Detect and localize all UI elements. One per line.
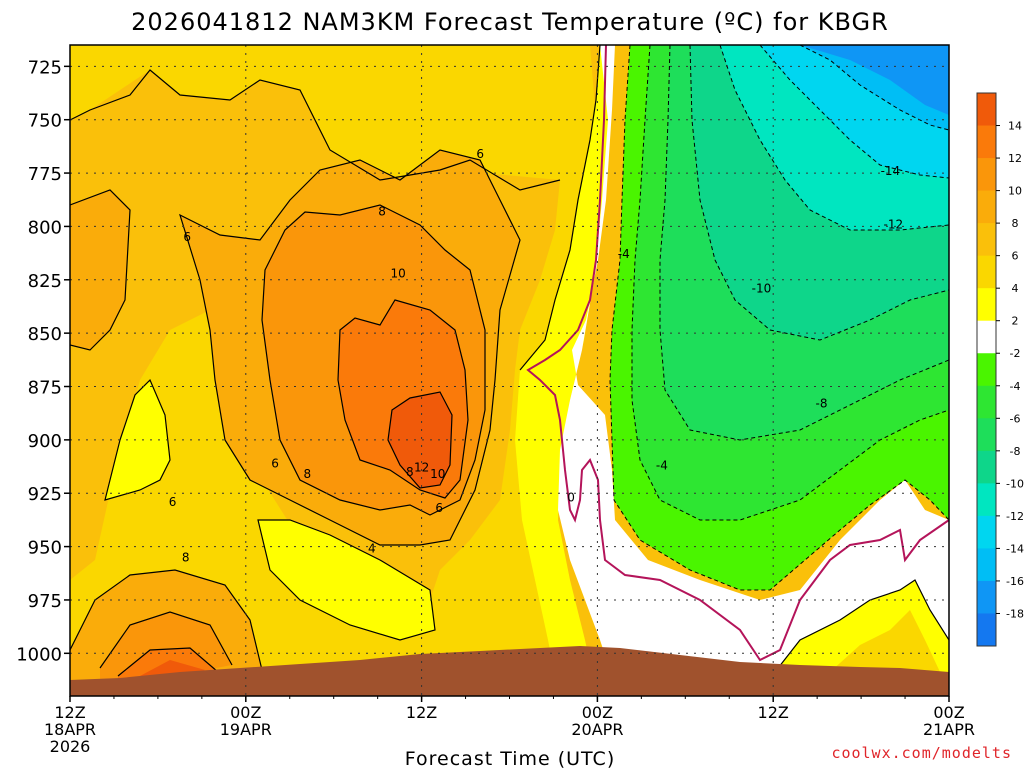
colorbar-swatch: [977, 450, 996, 484]
field-2-4-right: [515, 45, 612, 696]
contour-label: 8: [378, 204, 386, 218]
contour-label: 6: [435, 501, 443, 515]
contour-label: 6: [271, 456, 279, 470]
colorbar-tick-label: -16: [1006, 575, 1024, 588]
contour-label: -8: [816, 397, 828, 411]
colorbar-swatch: [977, 418, 996, 452]
chart-title: 2026041812 NAM3KM Forecast Temperature (…: [131, 8, 889, 36]
x-tick-label: 12Z: [406, 703, 437, 722]
contour-label: 6: [183, 230, 191, 244]
colorbar-swatch: [977, 580, 996, 614]
colorbar-swatch: [977, 255, 996, 289]
zero-isotherm: [526, 45, 949, 662]
colorbar-tick-label: -18: [1006, 607, 1024, 620]
y-tick-label: 900: [28, 431, 62, 452]
x-tick-label: 00Z: [933, 703, 964, 722]
field-6-8-left: [70, 190, 130, 350]
y-tick-label: 825: [28, 271, 62, 292]
negative-contour-lines: [609, 45, 949, 591]
field-neg16-neg18: [800, 45, 949, 115]
x-tick-label: 18APR: [44, 720, 96, 739]
contour-label: 8: [304, 467, 312, 481]
contour-label: -12: [884, 217, 904, 231]
plot-area: [70, 45, 949, 696]
x-axis-label: Forecast Time (UTC): [405, 748, 615, 768]
colorbar-tick-label: -10: [1006, 477, 1024, 490]
contour-label: 12: [414, 461, 429, 475]
y-tick-label: 800: [28, 217, 62, 238]
y-tick-label: 775: [28, 164, 62, 185]
y-tick-label: 850: [28, 324, 62, 345]
colorbar-swatch: [977, 158, 996, 192]
field-2-4-lower: [258, 520, 435, 640]
x-tick-label: 21APR: [923, 720, 975, 739]
colorbar-tick-label: -4: [1010, 380, 1021, 393]
contour-label: 10: [430, 467, 445, 481]
contour-label: 6: [476, 147, 484, 161]
colorbar-tick-label: 4: [1012, 282, 1019, 295]
field-12-14: [388, 392, 452, 488]
terrain: [70, 646, 949, 696]
contour-label: -14: [881, 164, 901, 178]
field-0-2: [558, 45, 949, 696]
y-tick-label: 1000: [16, 644, 62, 665]
colorbar-tick-label: 14: [1008, 120, 1022, 133]
contour-label: 10: [391, 266, 406, 280]
contour-label: 6: [169, 495, 177, 509]
x-tick-label: 00Z: [582, 703, 613, 722]
colorbar-swatch: [977, 93, 996, 127]
x-tick-label: 12Z: [54, 703, 85, 722]
contour-label: -4: [656, 458, 668, 472]
x-tick-label: 20APR: [571, 720, 623, 739]
colorbar-swatch: [977, 483, 996, 517]
field-2-4-left: [105, 380, 170, 500]
colorbar-tick-label: -6: [1010, 412, 1021, 425]
colorbar-tick-label: -2: [1010, 347, 1021, 360]
colorbar-tick-label: -14: [1006, 542, 1024, 555]
x-tick-label: 19APR: [220, 720, 272, 739]
field-4-6-upper: [70, 45, 599, 696]
y-tick-label: 925: [28, 484, 62, 505]
colorbar-swatch: [977, 385, 996, 419]
colorbar-tick-label: -12: [1006, 510, 1024, 523]
contour-label: 8: [406, 465, 414, 479]
contour-label: 4: [368, 542, 376, 556]
colorbar-swatch: [977, 548, 996, 582]
y-tick-label: 975: [28, 591, 62, 612]
colorbar-tick-label: 2: [1012, 315, 1019, 328]
colorbar-swatch: [977, 288, 996, 322]
y-axis: 725 750 775 800 825 850 875 900 925 950 975 1000: [16, 57, 70, 665]
colorbar-swatch: [977, 353, 996, 387]
contour-label: 0: [567, 490, 575, 504]
contour-label: 8: [182, 550, 190, 564]
field-lower-right-4-6: [830, 610, 940, 672]
colorbar: 14 12 10 8 6 4 2 -2 -4 -6 -8 -10 -12 -14 -16 -18: [976, 92, 1024, 647]
colorbar-swatch: [977, 190, 996, 224]
colorbar-tick-label: 8: [1012, 217, 1019, 230]
x-tick-label: 00Z: [230, 703, 261, 722]
colorbar-tick-label: 10: [1008, 185, 1022, 198]
contour-lines: [70, 45, 949, 677]
colorbar-swatch: [977, 223, 996, 257]
colorbar-swatch: [977, 320, 996, 354]
credit-text: coolwx.com/modelts: [831, 744, 1012, 762]
colorbar-frame: [976, 92, 997, 647]
y-tick-label: 750: [28, 111, 62, 132]
colorbar-swatch: [977, 613, 996, 647]
contour-label: -4: [618, 247, 630, 261]
colorbar-tick-label: 12: [1008, 152, 1022, 165]
colorbar-swatch: [977, 515, 996, 549]
colorbar-tick-label: 6: [1012, 250, 1019, 263]
colorbar-tick-label: -8: [1010, 445, 1021, 458]
y-tick-label: 950: [28, 538, 62, 559]
contour-label: -10: [752, 281, 772, 295]
colorbar-swatch: [977, 125, 996, 159]
x-tick-label: 12Z: [758, 703, 789, 722]
y-tick-label: 875: [28, 378, 62, 399]
x-tick-label: 2026: [50, 737, 91, 756]
y-tick-label: 725: [28, 57, 62, 78]
